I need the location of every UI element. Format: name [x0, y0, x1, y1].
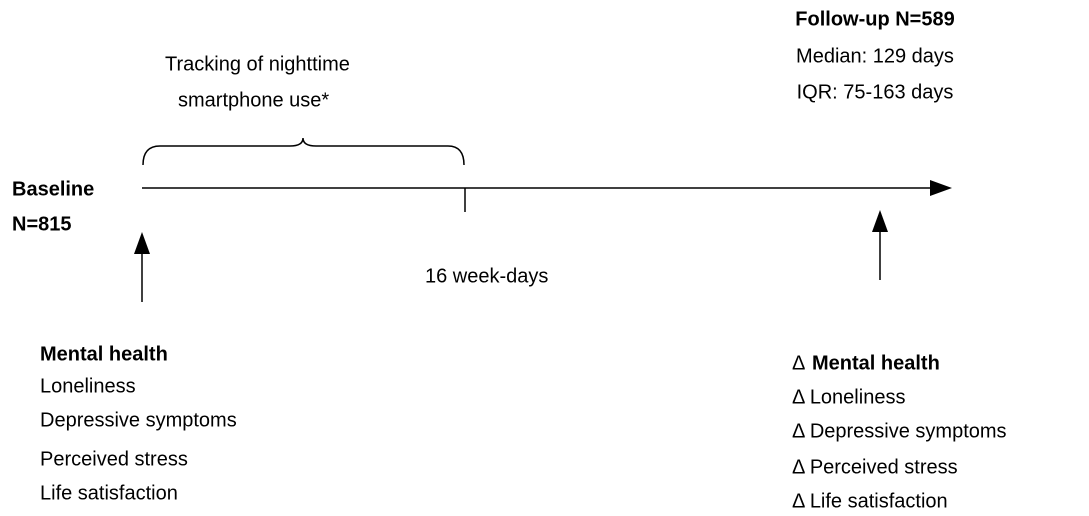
follow-up-iqr: IQR: 75-163 days [797, 81, 954, 103]
arrowhead [872, 210, 888, 232]
baseline-n: N=815 [12, 213, 72, 235]
follow-up-median: Median: 129 days [796, 45, 954, 67]
measure-item: Δ Depressive symptoms [792, 420, 1007, 442]
arrowhead [134, 232, 150, 254]
measure-item: Δ Loneliness [792, 386, 905, 408]
measure-item: Depressive symptoms [40, 409, 237, 431]
measure-item: Δ Perceived stress [792, 456, 958, 478]
follow-up-title: Follow-up N=589 [795, 8, 954, 30]
delta-symbol: Δ [792, 352, 805, 374]
measure-item: Loneliness [40, 375, 136, 397]
measure-item: Perceived stress [40, 448, 188, 470]
measures-heading: Mental health [812, 352, 940, 374]
timeline-arrowhead [930, 180, 952, 196]
duration-label: 16 week-days [425, 265, 548, 287]
baseline-label: Baseline [12, 178, 94, 200]
measure-item: Life satisfaction [40, 482, 178, 504]
brace [142, 137, 465, 166]
measure-item: Δ Life satisfaction [792, 490, 948, 512]
tracking-line: Tracking of nighttime [165, 53, 350, 75]
measures-heading: Mental health [40, 343, 168, 365]
tracking-line: smartphone use* [178, 89, 329, 111]
